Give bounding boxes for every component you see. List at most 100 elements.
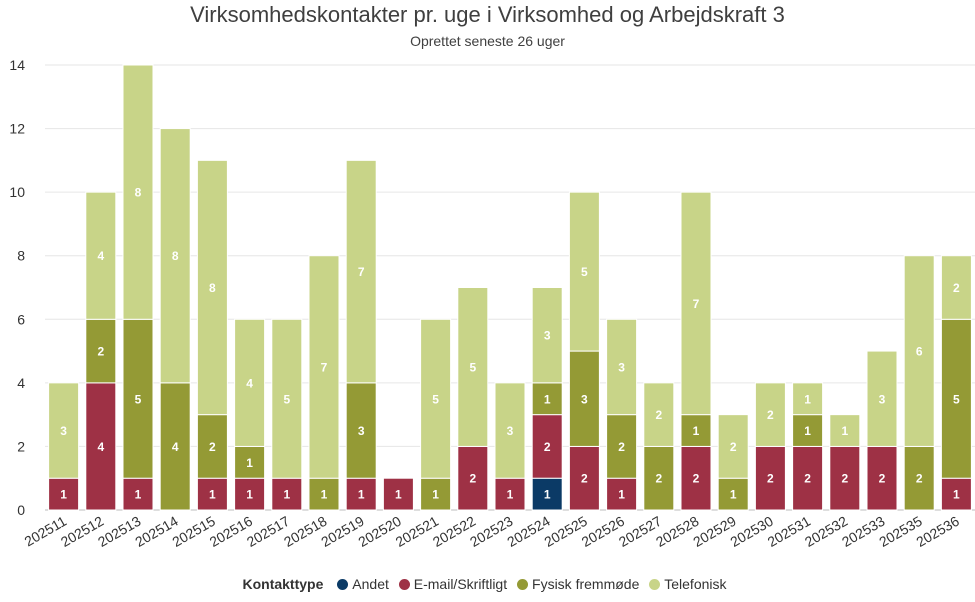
data-label: 2: [916, 472, 923, 486]
bar-segment: [643, 382, 675, 447]
data-label: 8: [172, 249, 179, 263]
legend-marker-telefonisk: [649, 579, 661, 590]
bar-segment: [234, 318, 266, 447]
data-label: 1: [358, 488, 365, 502]
data-label: 1: [321, 488, 328, 502]
y-tick-label: 12: [9, 121, 25, 137]
bar-segment: [568, 350, 600, 447]
bar-segment: [122, 477, 154, 511]
bar-segment: [717, 477, 749, 511]
data-label: 5: [135, 392, 142, 406]
data-label: 2: [804, 472, 811, 486]
y-tick-label: 0: [17, 502, 25, 518]
data-label: 7: [321, 360, 328, 374]
data-label: 1: [432, 488, 439, 502]
data-label: 1: [544, 488, 551, 502]
legend-item-telefonisk[interactable]: Telefonisk: [649, 576, 727, 592]
bar-segment: [196, 159, 228, 416]
data-label: 1: [953, 488, 960, 502]
data-label: 1: [507, 488, 514, 502]
data-label: 2: [767, 472, 774, 486]
data-label: 1: [283, 488, 290, 502]
data-label: 7: [358, 265, 365, 279]
legend-label-andet: Andet: [352, 576, 389, 592]
bar-segment: [122, 318, 154, 479]
bar-segment: [606, 477, 638, 511]
data-label: 4: [246, 376, 253, 390]
data-label: 3: [581, 392, 588, 406]
data-label: 1: [246, 456, 253, 470]
data-label: 6: [916, 345, 923, 359]
bar-segment: [234, 477, 266, 511]
bar-segment: [568, 445, 600, 511]
bar-segment: [85, 382, 117, 511]
bar-segment: [85, 318, 117, 384]
bar-segment: [903, 255, 935, 447]
bar-segment: [531, 477, 563, 511]
data-label: 3: [507, 424, 514, 438]
bar-segment: [680, 191, 712, 416]
bar-segment: [345, 159, 377, 384]
bar-segment: [196, 414, 228, 479]
bar-segment: [494, 477, 526, 511]
chart-title: Virksomhedskontakter pr. uge i Virksomhe…: [190, 2, 785, 27]
bar-segment: [531, 382, 563, 416]
data-label: 1: [804, 424, 811, 438]
bar-segment: [48, 382, 80, 479]
data-label: 1: [60, 488, 67, 502]
legend-title: Kontakttype: [242, 576, 324, 592]
bar-segment: [85, 191, 117, 320]
data-label: 1: [395, 488, 402, 502]
data-label: 1: [135, 488, 142, 502]
legend-marker-fysisk: [517, 579, 529, 590]
bar-segment: [382, 477, 414, 511]
data-label: 2: [581, 472, 588, 486]
bar-segment: [606, 318, 638, 416]
data-label: 2: [730, 440, 737, 454]
x-tick-label: 202536: [913, 513, 962, 550]
bar-segment: [680, 445, 712, 511]
data-label: 1: [246, 488, 253, 502]
bar-segment: [196, 477, 228, 511]
data-label: 2: [693, 472, 700, 486]
bar-segment: [940, 318, 972, 479]
data-label: 1: [841, 424, 848, 438]
bar-segment: [457, 287, 489, 447]
legend-item-andet[interactable]: Andet: [337, 576, 389, 592]
bar-segment: [159, 128, 191, 384]
bar-segment: [568, 191, 600, 352]
data-label: 1: [618, 488, 625, 502]
data-label: 1: [544, 392, 551, 406]
data-label: 3: [358, 424, 365, 438]
data-label: 5: [953, 392, 960, 406]
data-label: 5: [432, 392, 439, 406]
data-label: 4: [97, 249, 104, 263]
data-label: 3: [60, 424, 67, 438]
data-label: 1: [209, 488, 216, 502]
legend-item-email[interactable]: E-mail/Skriftligt: [398, 576, 508, 592]
y-tick-label: 6: [17, 311, 25, 327]
bar-segment: [122, 64, 154, 320]
data-label: 4: [97, 440, 104, 454]
data-label: 3: [544, 329, 551, 343]
data-label: 1: [693, 424, 700, 438]
y-tick-label: 8: [17, 248, 25, 264]
y-tick-label: 2: [17, 438, 25, 454]
data-label: 5: [581, 265, 588, 279]
data-label: 3: [618, 360, 625, 374]
y-tick-label: 4: [17, 375, 25, 391]
legend-label-email: E-mail/Skriftligt: [413, 576, 508, 592]
bar-segment: [866, 350, 898, 447]
bar-segment: [903, 445, 935, 511]
bar-segment: [271, 477, 303, 511]
bar-segment: [271, 318, 303, 479]
legend-item-fysisk[interactable]: Fysisk fremmøde: [517, 576, 639, 592]
data-label: 3: [879, 392, 886, 406]
bar-segment: [308, 255, 340, 479]
legend-label-telefonisk: Telefonisk: [664, 576, 727, 592]
y-tick-label: 14: [9, 57, 25, 73]
bar-segment: [940, 477, 972, 511]
data-label: 5: [283, 392, 290, 406]
bar-segment: [829, 414, 861, 447]
